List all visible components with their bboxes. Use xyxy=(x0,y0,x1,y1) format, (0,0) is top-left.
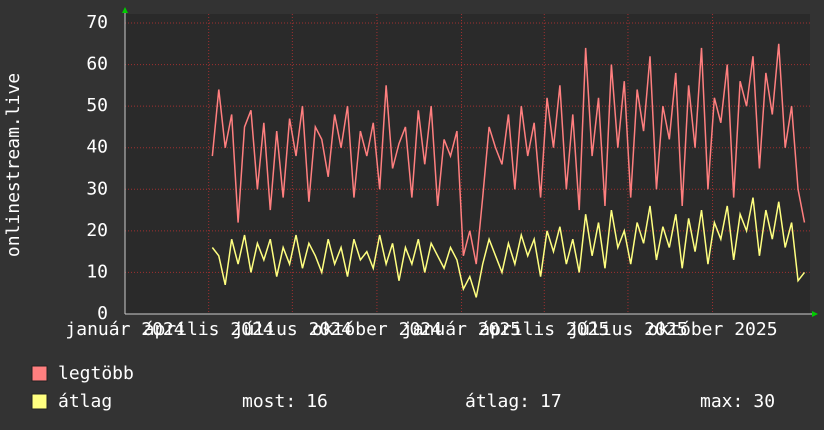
stat-value: 16 xyxy=(306,391,328,412)
stat-value: 30 xyxy=(753,391,775,412)
x-tick-label: október 2025 xyxy=(648,319,778,340)
y-axis-title: onlinestream.live xyxy=(3,73,24,257)
plot-area xyxy=(125,14,810,314)
y-tick-label: 40 xyxy=(86,137,108,158)
y-tick-label: 60 xyxy=(86,54,108,75)
legend-label: legtöbb xyxy=(58,363,134,384)
legend-swatch xyxy=(31,365,48,382)
x-tick-label: január 2024 xyxy=(65,319,184,340)
series-line xyxy=(211,197,806,298)
x-tick-label: július 2024 xyxy=(233,319,352,340)
x-tick-label: július 2025 xyxy=(568,319,687,340)
x-tick-label: április 2024 xyxy=(144,319,274,340)
stat-value: 17 xyxy=(540,391,562,412)
stat-label: most: xyxy=(242,391,296,412)
x-tick-label: január 2025 xyxy=(402,319,521,340)
y-tick-label: 10 xyxy=(86,261,108,282)
stat-label: átlag: xyxy=(465,391,530,412)
y-tick-label: 50 xyxy=(86,95,108,116)
stat: most: 16 xyxy=(242,391,328,412)
y-tick-label: 30 xyxy=(86,178,108,199)
lines xyxy=(211,43,806,298)
y-tick-label: 0 xyxy=(97,303,108,324)
legend-swatch xyxy=(31,393,48,410)
y-arrow xyxy=(122,7,128,13)
x-arrow xyxy=(812,311,818,317)
stat: max: 30 xyxy=(700,391,775,412)
stat: átlag: 17 xyxy=(465,391,562,412)
x-tick-label: október 2024 xyxy=(312,319,442,340)
y-tick-label: 70 xyxy=(86,12,108,33)
stat-label: max: xyxy=(700,391,743,412)
x-tick-label: április 2025 xyxy=(479,319,609,340)
legend-label: átlag xyxy=(58,391,112,412)
grid xyxy=(124,14,810,315)
series-line xyxy=(211,43,806,265)
y-tick-label: 20 xyxy=(86,220,108,241)
legend: legtöbb átlag most: 16 átlag: 17 max: 30 xyxy=(31,363,775,412)
